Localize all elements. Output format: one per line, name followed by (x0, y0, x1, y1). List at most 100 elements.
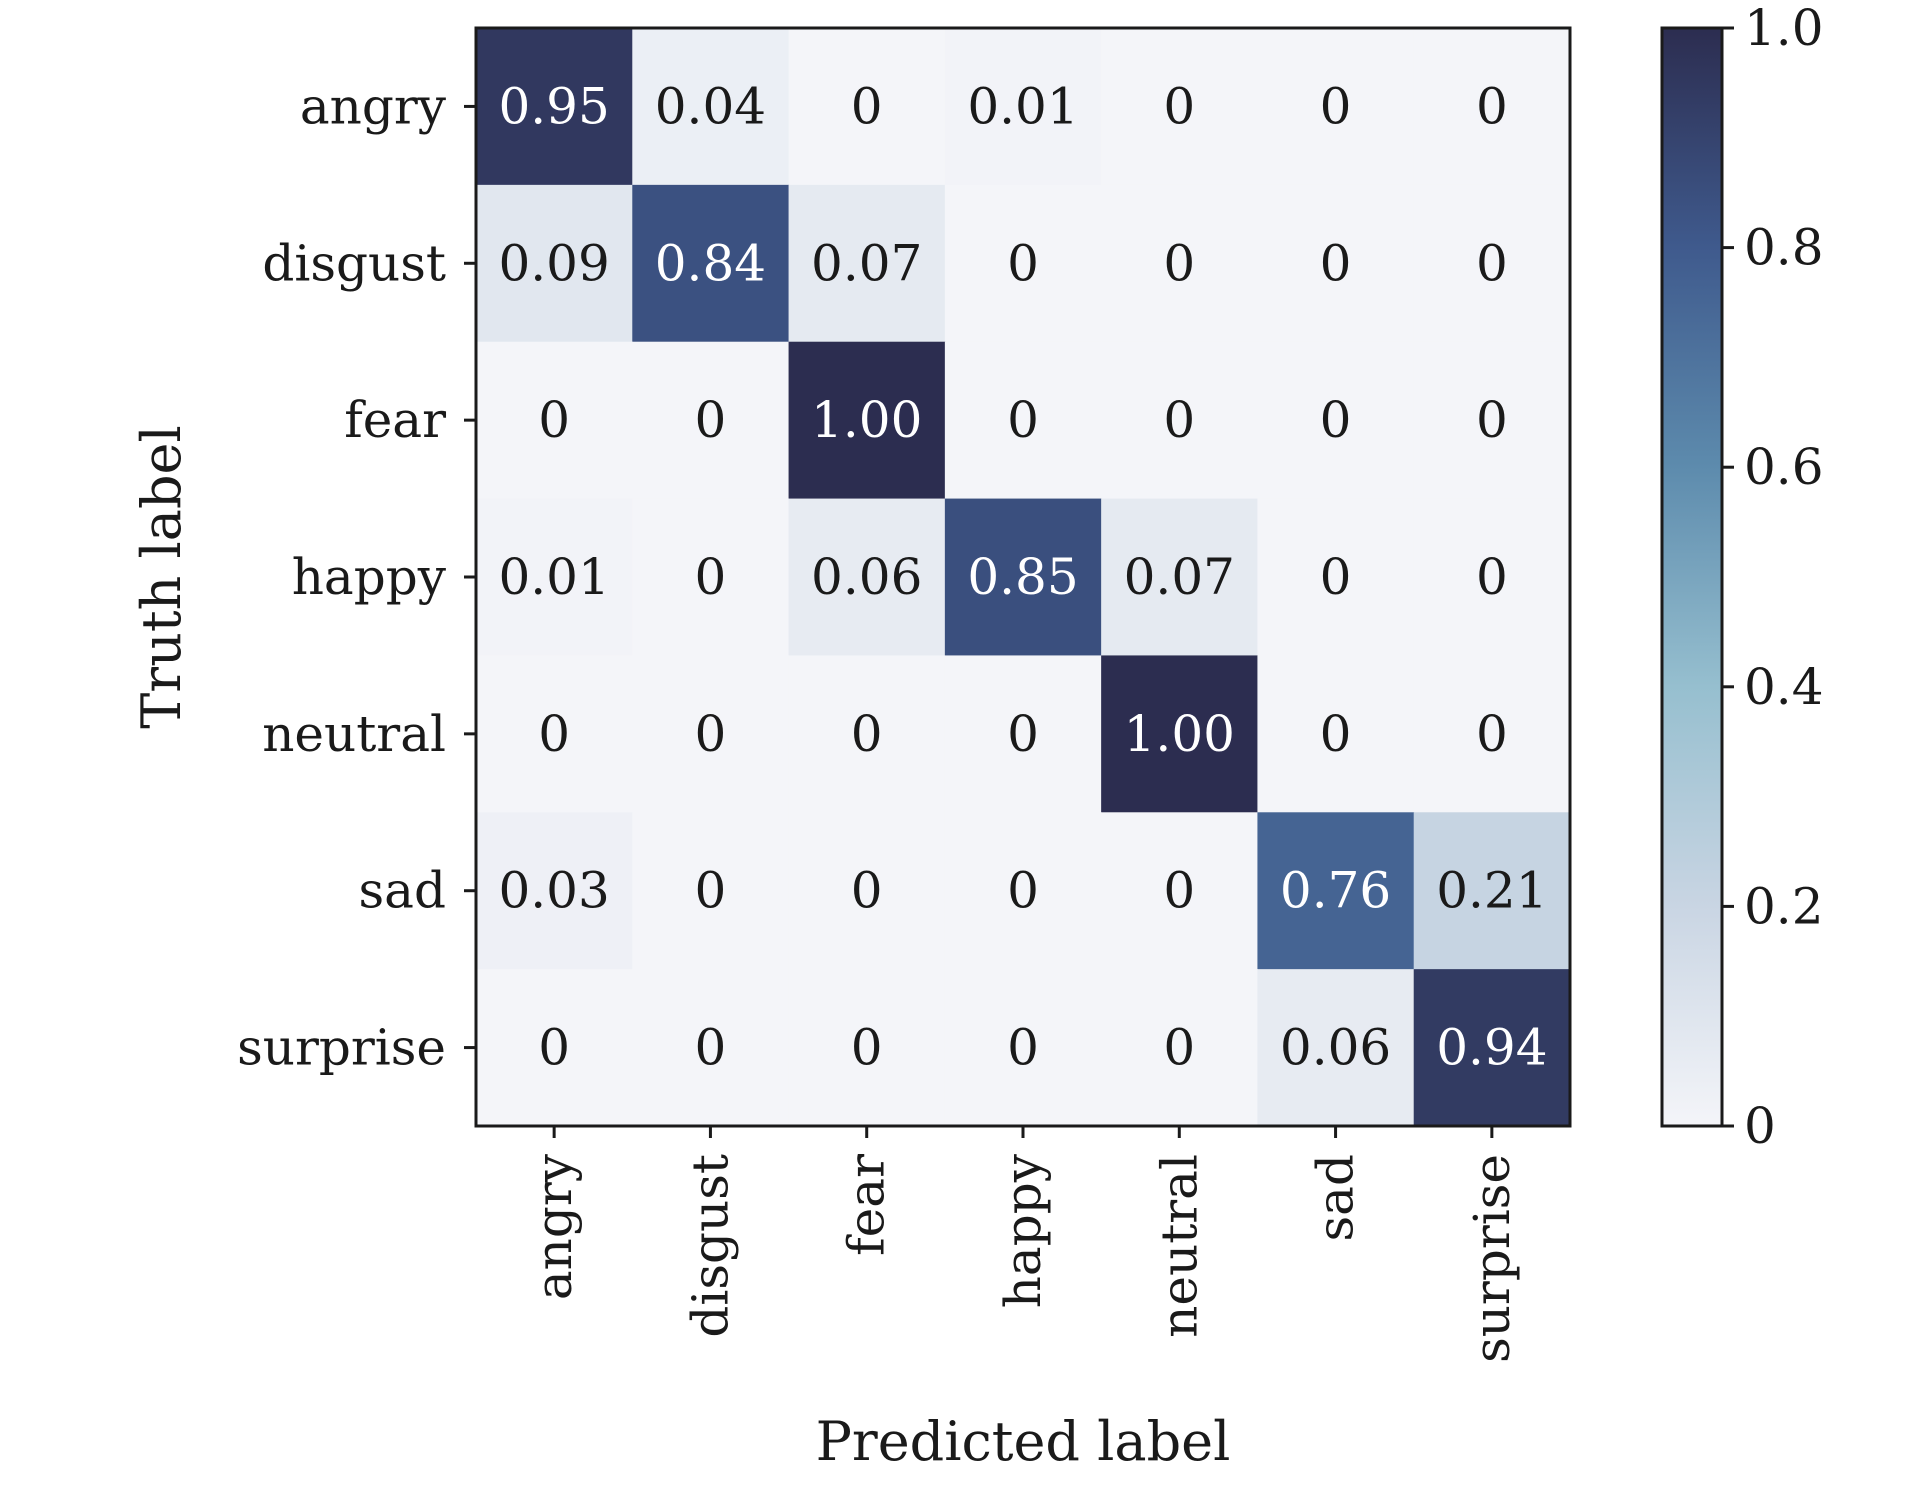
colorbar-tick-label: 0.8 (1744, 219, 1824, 277)
heatmap-cell (476, 969, 633, 1127)
cell-value-label: 0 (851, 77, 883, 135)
heatmap-cell (632, 341, 790, 500)
heatmap-cell (476, 341, 633, 500)
heatmap-cell (788, 812, 946, 970)
cell-value-label: 0 (1163, 1019, 1195, 1077)
cell-value-label: 0 (695, 548, 727, 606)
cell-value-label: 0 (1320, 391, 1352, 449)
heatmap-cell (1257, 28, 1415, 186)
cell-value-label: 0 (1163, 391, 1195, 449)
cell-value-label: 0 (851, 1019, 883, 1077)
heatmap-cell (1413, 28, 1571, 186)
cell-value-label: 0 (695, 391, 727, 449)
cell-value-label: 0 (851, 862, 883, 920)
x-tick-label: sad (1307, 1154, 1365, 1241)
y-tick-label: neutral (262, 705, 446, 763)
cell-value-label: 0 (851, 705, 883, 763)
cell-value-label: 0 (1007, 862, 1039, 920)
cell-value-label: 0 (1476, 234, 1508, 292)
heatmap-cell (632, 655, 790, 813)
y-axis-ticks: angry disgust fear happy neutral sad surprise (237, 77, 476, 1077)
heatmap-cell (1101, 812, 1258, 970)
cell-value-label: 0.01 (967, 77, 1078, 135)
heatmap-cell (1257, 341, 1415, 500)
heatmap-cell (1413, 812, 1571, 970)
cell-value-label: 0.01 (498, 548, 609, 606)
colorbar (1660, 26, 1724, 1128)
colorbar-tick-label: 0.6 (1744, 438, 1824, 496)
colorbar-tick-label: 1.0 (1744, 0, 1824, 57)
cell-value-label: 0 (695, 705, 727, 763)
cell-value-label: 0 (1320, 548, 1352, 606)
cell-value-label: 0 (1007, 1019, 1039, 1077)
heatmap-cell (1101, 969, 1258, 1127)
heatmap-cell (476, 28, 633, 186)
y-tick-label: surprise (237, 1019, 446, 1077)
heatmap-cell (944, 812, 1102, 970)
cell-value-label: 0 (1476, 548, 1508, 606)
cell-value-label: 0 (1007, 705, 1039, 763)
cell-value-label: 0 (1163, 862, 1195, 920)
x-tick-label: happy (994, 1153, 1052, 1308)
heatmap-cell (476, 655, 633, 813)
heatmap-cell (788, 28, 946, 186)
heatmap-cell (944, 498, 1102, 656)
x-axis-ticks: angry disgust fear happy neutral sad surprise (525, 1126, 1521, 1363)
cell-value-label: 0.06 (811, 548, 922, 606)
cell-value-label: 0 (538, 391, 570, 449)
cell-value-label: 0.07 (1124, 548, 1235, 606)
x-tick-label: neutral (1150, 1154, 1208, 1338)
x-tick-label: surprise (1463, 1154, 1521, 1363)
cell-value-label: 0.04 (655, 77, 766, 135)
heatmap-cell (1413, 341, 1571, 500)
cell-value-label: 0 (1007, 391, 1039, 449)
heatmap-cell (788, 969, 946, 1127)
heatmap-cell (476, 498, 633, 656)
y-tick-label: angry (300, 77, 447, 135)
heatmap-cell (1257, 498, 1415, 656)
cell-value-label: 0.76 (1280, 862, 1391, 920)
heatmap-cells: 0.95 0.04 0 0.01 0 0 0 0.09 0.84 0.07 0 0 0 0 0 0 1.00 0 0… (476, 28, 1571, 1127)
heatmap-cell (944, 184, 1102, 343)
colorbar-tick-label: 0 (1744, 1097, 1776, 1155)
heatmap-cell (1257, 969, 1415, 1127)
heatmap-cell (944, 655, 1102, 813)
y-tick-label: fear (344, 391, 446, 449)
x-tick-label: disgust (681, 1154, 739, 1338)
heatmap-cell (632, 28, 790, 186)
cell-value-label: 0.85 (967, 548, 1078, 606)
heatmap-cell (476, 184, 633, 343)
heatmap-cell (632, 812, 790, 970)
heatmap-cell (1413, 969, 1571, 1127)
cell-value-label: 0 (1476, 77, 1508, 135)
cell-value-label: 0 (1163, 234, 1195, 292)
cell-value-label: 0 (538, 705, 570, 763)
heatmap-cell (1413, 655, 1571, 813)
cell-value-label: 0 (1320, 77, 1352, 135)
heatmap-cell (632, 969, 790, 1127)
heatmap-cell (788, 655, 946, 813)
heatmap-cell (1101, 184, 1258, 343)
heatmap-cell (1413, 184, 1571, 343)
y-tick-label: happy (292, 548, 447, 606)
heatmap-cell (632, 184, 790, 343)
cell-value-label: 0.84 (655, 234, 766, 292)
x-axis-label: Predicted label (816, 1410, 1231, 1473)
colorbar-ticks: 0 0.2 0.4 0.6 0.8 1.0 (1722, 0, 1824, 1155)
heatmap-cell (944, 28, 1102, 186)
cell-value-label: 1.00 (811, 391, 922, 449)
heatmap-cell (788, 341, 946, 500)
cell-value-label: 0.03 (498, 862, 609, 920)
cell-value-label: 0 (1163, 77, 1195, 135)
cell-value-label: 0 (538, 1019, 570, 1077)
cell-value-label: 0.95 (498, 77, 609, 135)
cell-value-label: 0 (1007, 234, 1039, 292)
x-tick-label: angry (525, 1153, 583, 1300)
heatmap-cell (1101, 655, 1258, 813)
cell-value-label: 1.00 (1124, 705, 1235, 763)
cell-value-label: 0.09 (498, 234, 609, 292)
cell-value-label: 0.21 (1436, 862, 1547, 920)
cell-value-label: 0 (695, 862, 727, 920)
heatmap-cell (944, 969, 1102, 1127)
